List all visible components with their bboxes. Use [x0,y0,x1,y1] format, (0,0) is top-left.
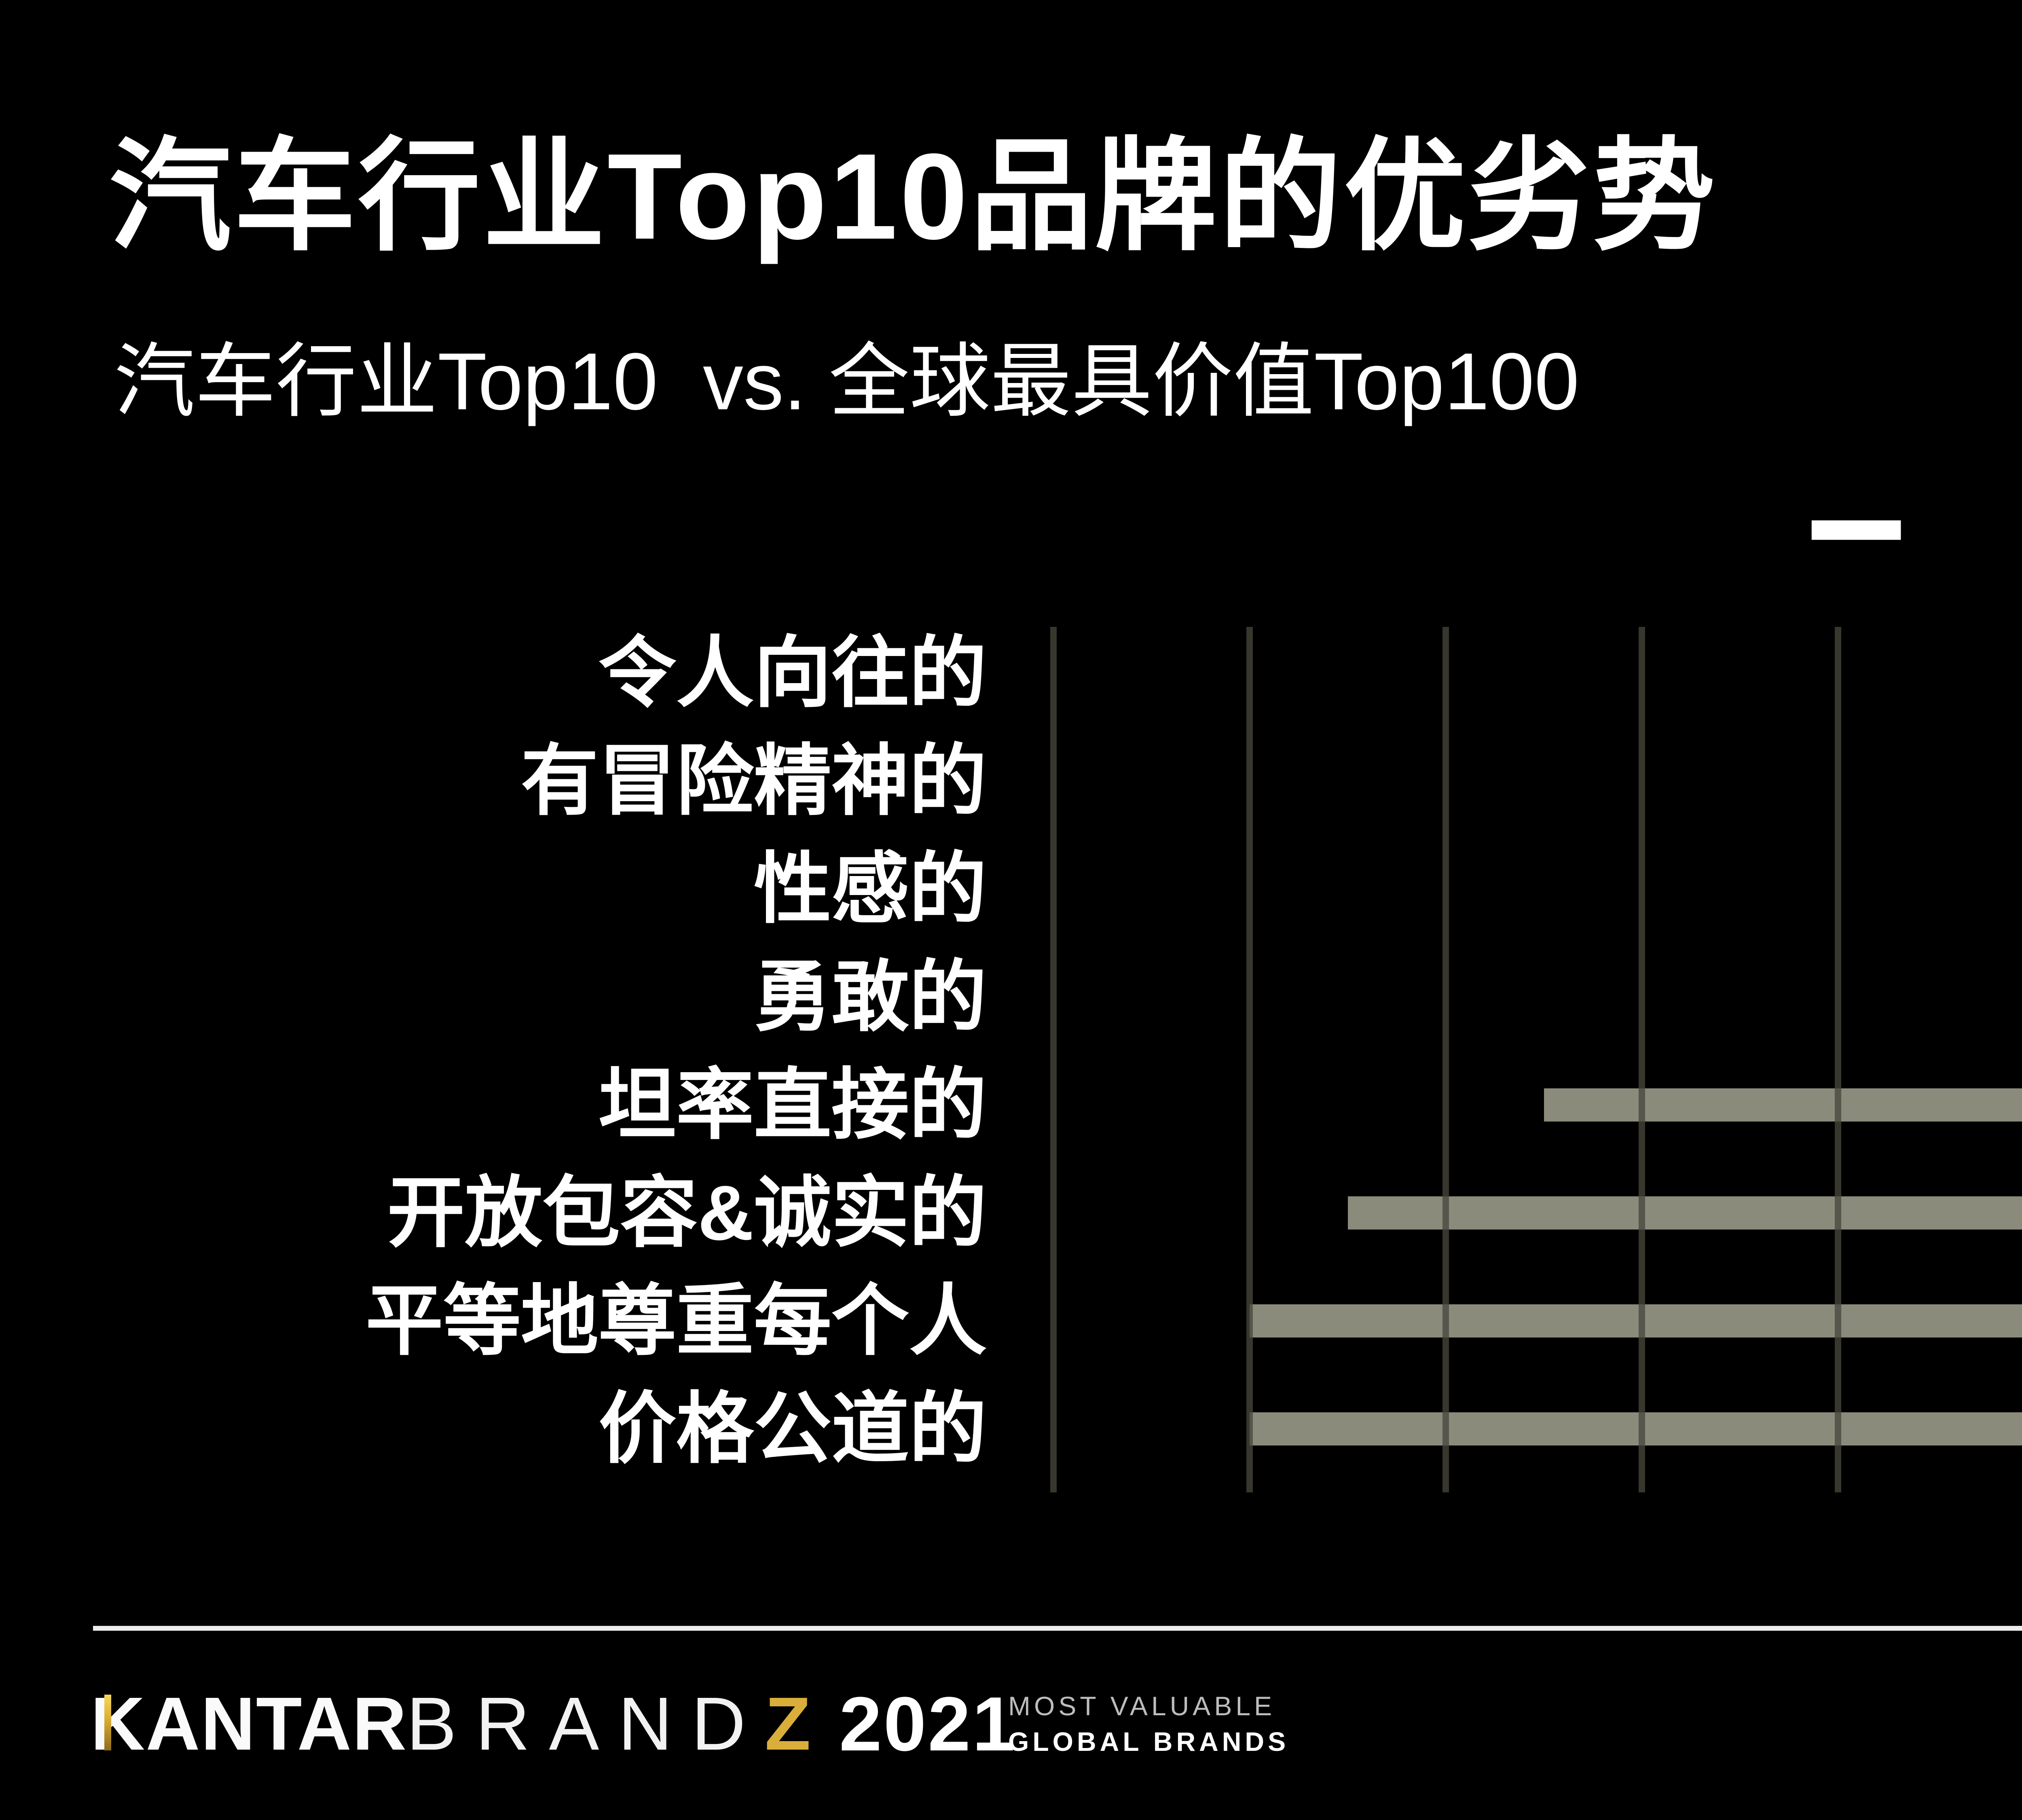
tagline: MOST VALUABLE GLOBAL BRANDS [1008,1693,1289,1755]
bar-negative [1250,1412,2022,1445]
gridline [1442,627,1449,1492]
negative-sign-label: − [1804,429,1908,627]
gridline-overlay [1442,627,1449,1492]
category-label: 价格公道的 [599,1385,987,1472]
category-label: 开放包容&诚实的 [387,1169,987,1256]
category-label: 勇敢的 [754,953,987,1040]
page-subtitle: 汽车行业Top10 vs. 全球最具价值Top100 [114,336,1580,427]
bar-negative [1347,1196,2022,1230]
bar-negative [1250,1304,2022,1337]
category-label: 坦率直接的 [599,1061,987,1148]
gridline [1639,627,1645,1492]
gridline-overlay [1639,627,1645,1492]
category-label: 有冒险精神的 [521,737,987,824]
footer-divider [93,1626,2022,1631]
category-label: 性感的 [754,845,987,932]
gridline [1835,627,1841,1492]
gridline-overlay [1246,627,1253,1492]
brandz-wordmark: BRANDZ [406,1687,830,1762]
year-label: 2021 [839,1681,1017,1767]
gridline [1246,627,1253,1492]
brandz-prefix: BRAND [406,1682,765,1766]
gridline [1050,627,1057,1492]
kantar-wordmark: KANTAR [91,1682,408,1766]
category-label: 令人向往的 [599,629,987,716]
tagline-most-valuable: MOST VALUABLE [1008,1691,1276,1721]
gridline-overlay [1050,627,1057,1492]
tagline-global-brands: GLOBAL BRANDS [1008,1727,1290,1757]
brandz-gold-z: Z [765,1682,830,1766]
kantar-gold-bar-icon [104,1695,111,1750]
category-label: 平等地尊重每个人 [366,1277,987,1364]
page-title: 汽车行业Top10品牌的优劣势 [109,128,1717,265]
bar-negative [1544,1088,2022,1122]
gridline-overlay [1835,627,1841,1492]
